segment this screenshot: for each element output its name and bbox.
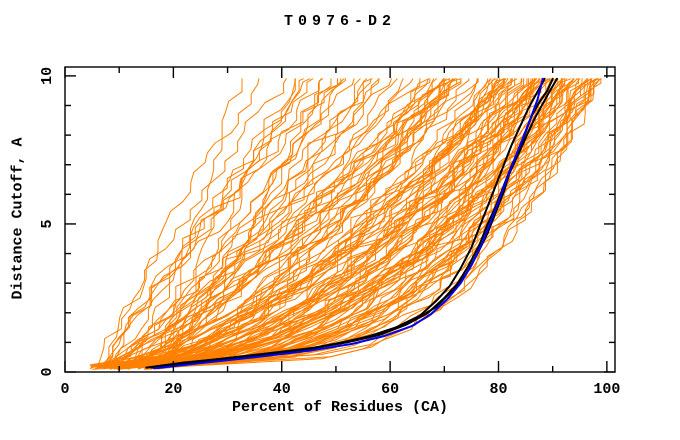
prediction-models-curve [143,78,445,368]
best-models-curve [145,77,546,369]
highlighted-model-curve [153,77,544,370]
prediction-models-curve [96,78,260,369]
prediction-models-curve [100,78,536,368]
prediction-models-curve [121,78,355,369]
prediction-models-curve [149,78,332,370]
prediction-models-curve [99,78,311,366]
prediction-models-curve [98,78,581,369]
prediction-models-curve [112,78,567,369]
prediction-models-curve [89,78,543,366]
x-tick-label: 60 [381,381,399,398]
prediction-models-curve [115,78,404,366]
prediction-models-curve [100,78,578,367]
prediction-models-curve [156,78,598,367]
x-tick-label: 80 [489,381,507,398]
prediction-models-curve [153,78,505,369]
prediction-models-curve [150,78,398,370]
prediction-models-curve [125,78,495,368]
prediction-models-curve [109,78,456,370]
prediction-models-curve [133,78,492,366]
prediction-models-curve [137,78,505,367]
x-tick-label: 100 [593,381,620,398]
plot-frame [64,66,616,373]
prediction-models-curve [135,78,598,366]
prediction-models-curve [113,78,338,369]
prediction-models-curve [119,78,470,365]
y-tick-label: 5 [39,219,56,228]
prediction-models-curve [102,78,342,367]
prediction-models-curve [125,78,479,366]
prediction-models-curve [160,78,431,367]
prediction-models-curve [126,78,525,369]
prediction-models-curve [97,78,600,365]
x-axis-label: Percent of Residues (CA) [231,399,449,416]
prediction-models-curve [132,78,592,367]
prediction-models-curve [114,78,368,366]
prediction-models-curve [122,78,565,367]
prediction-models-curve [113,78,454,370]
prediction-models-curve [114,78,421,370]
prediction-models-curve [126,78,414,367]
prediction-models-curve [153,78,501,368]
prediction-models-curve [142,78,296,367]
x-tick-label: 20 [164,381,182,398]
prediction-models-curve [137,78,454,370]
prediction-models-curve [153,78,535,368]
prediction-models-curve [112,78,304,365]
prediction-models-curve [116,78,445,369]
prediction-models-curve [157,78,549,370]
prediction-models-curve [156,78,563,368]
prediction-models-curve [104,78,506,365]
prediction-models-curve [92,78,563,370]
y-tick-label: 10 [39,67,56,85]
y-tick-label: 0 [39,367,56,376]
prediction-models-curve [117,78,456,371]
prediction-models-curve [139,78,361,369]
prediction-models-curve [121,78,462,368]
prediction-models-curve [95,78,444,366]
prediction-models-curve [133,78,523,366]
prediction-models-curve [102,78,287,367]
prediction-models-curve [121,78,450,366]
prediction-models-curve [126,78,551,365]
prediction-models-curve [107,78,518,368]
prediction-models-curve [125,78,557,369]
prediction-models-curve [130,78,314,367]
prediction-models-curve [154,78,373,366]
prediction-models-curve [103,78,445,368]
prediction-models-curve [142,78,509,365]
x-tick-label: 0 [60,381,69,398]
prediction-models-curve [123,78,429,368]
x-tick-label: 40 [273,381,291,398]
prediction-models-curve [94,78,552,369]
prediction-models-curve [159,78,550,365]
prediction-models-curve [143,78,540,366]
chart-title: T0976-D2 [283,13,396,30]
